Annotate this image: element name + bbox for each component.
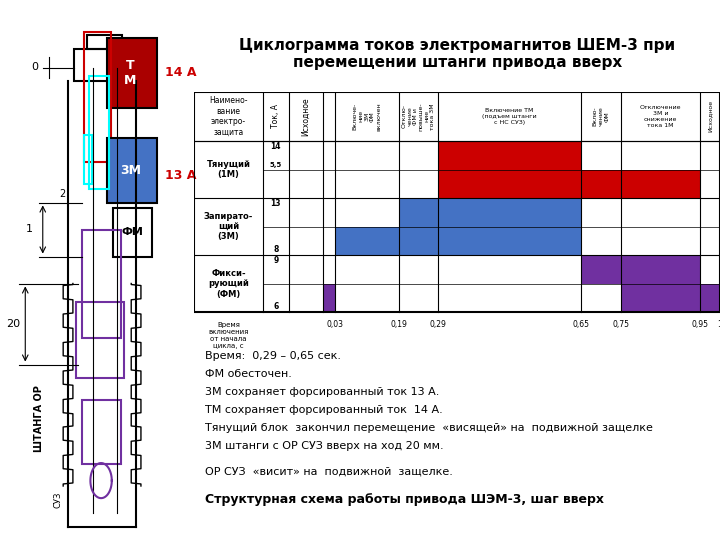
Bar xyxy=(107,38,158,108)
Text: 9: 9 xyxy=(274,256,279,265)
Text: ОР СУЗ  «висит» на  подвижной  защелке.: ОР СУЗ «висит» на подвижной защелке. xyxy=(205,467,453,477)
Text: 3М штанги с ОР СУЗ вверх на ход 20 мм.: 3М штанги с ОР СУЗ вверх на ход 20 мм. xyxy=(205,441,444,451)
Bar xyxy=(335,227,581,255)
Bar xyxy=(84,32,111,162)
Text: Фикси-
рующий
(ФМ): Фикси- рующий (ФМ) xyxy=(208,269,249,299)
Bar xyxy=(76,302,125,378)
Text: Тянущий
(1М): Тянущий (1М) xyxy=(207,160,251,179)
Text: Включение ТМ
(подъем штанги
с НС СУЗ): Включение ТМ (подъем штанги с НС СУЗ) xyxy=(482,108,537,125)
Text: 14 А: 14 А xyxy=(166,66,197,79)
Text: 3М: 3М xyxy=(120,164,140,177)
Text: Время
включения
от начала
цикла, с: Время включения от начала цикла, с xyxy=(208,322,248,349)
Text: Исходное: Исходное xyxy=(708,100,713,132)
Bar xyxy=(74,49,136,81)
Text: ФМ: ФМ xyxy=(121,227,143,237)
Text: Запирато-
щий
(3М): Запирато- щий (3М) xyxy=(204,212,253,241)
Text: Циклограмма токов электромагнитов ШЕМ-3 при
перемещении штанги привода вверх: Циклограмма токов электромагнитов ШЕМ-3 … xyxy=(239,38,675,70)
Text: 0: 0 xyxy=(32,63,38,72)
Text: 14: 14 xyxy=(271,143,281,151)
Text: 0,19: 0,19 xyxy=(390,320,407,329)
Text: Исходное: Исходное xyxy=(302,97,310,136)
Bar xyxy=(81,400,120,464)
Text: 0,65: 0,65 xyxy=(572,320,590,329)
Text: Время:  0,29 – 0,65 сек.: Время: 0,29 – 0,65 сек. xyxy=(205,352,341,361)
Text: 2: 2 xyxy=(59,190,66,199)
Text: 13: 13 xyxy=(271,199,281,208)
Bar xyxy=(84,135,92,184)
Bar xyxy=(323,284,335,312)
Bar xyxy=(438,141,581,170)
Text: 1: 1 xyxy=(26,225,32,234)
Text: Вклю-
чение
ФМ: Вклю- чение ФМ xyxy=(593,106,609,126)
Text: Структурная схема работы привода ШЭМ-3, шаг вверх: Структурная схема работы привода ШЭМ-3, … xyxy=(205,492,604,506)
Text: Т
М: Т М xyxy=(124,59,136,87)
Bar xyxy=(581,255,700,284)
Text: 0,75: 0,75 xyxy=(612,320,629,329)
Text: Включе-
ние
3М
ФМ
включен: Включе- ние 3М ФМ включен xyxy=(353,102,381,131)
Bar xyxy=(81,230,120,338)
Bar xyxy=(88,35,122,49)
Text: 13 А: 13 А xyxy=(166,169,197,182)
Bar xyxy=(89,76,109,189)
Text: 5,5: 5,5 xyxy=(270,162,282,168)
Text: 8: 8 xyxy=(273,245,279,254)
Text: Отклю-
чение
ФМ и
повыше-
ние
тока 3М: Отклю- чение ФМ и повыше- ние тока 3М xyxy=(402,102,436,131)
Text: Тянущий блок  закончил перемещение  «висящей» на  подвижной защелке: Тянущий блок закончил перемещение «висящ… xyxy=(205,423,653,433)
Text: ТМ сохраняет форсированный ток  14 А.: ТМ сохраняет форсированный ток 14 А. xyxy=(205,405,443,415)
Text: СУЗ: СУЗ xyxy=(54,491,63,508)
Text: 20: 20 xyxy=(6,319,21,329)
Text: 3М сохраняет форсированный ток 13 А.: 3М сохраняет форсированный ток 13 А. xyxy=(205,387,439,397)
Text: Отключение
3М и
снижение
тока 1М: Отключение 3М и снижение тока 1М xyxy=(640,105,681,127)
Bar xyxy=(399,198,581,227)
Bar xyxy=(194,92,720,312)
Text: Наимено-
вание
электро-
защита: Наимено- вание электро- защита xyxy=(210,96,248,137)
Text: 1: 1 xyxy=(718,320,720,329)
Text: 6: 6 xyxy=(274,302,279,311)
Text: ШТАНГА ОР: ШТАНГА ОР xyxy=(34,385,44,452)
Bar xyxy=(438,170,700,198)
Bar xyxy=(107,138,158,202)
Text: 0,95: 0,95 xyxy=(692,320,708,329)
Bar xyxy=(113,208,152,256)
Text: 0,29: 0,29 xyxy=(430,320,446,329)
Bar xyxy=(621,284,720,312)
Text: Ток, А: Ток, А xyxy=(271,104,280,129)
Text: ФМ обесточен.: ФМ обесточен. xyxy=(205,369,292,379)
Text: 0,03: 0,03 xyxy=(327,320,343,329)
